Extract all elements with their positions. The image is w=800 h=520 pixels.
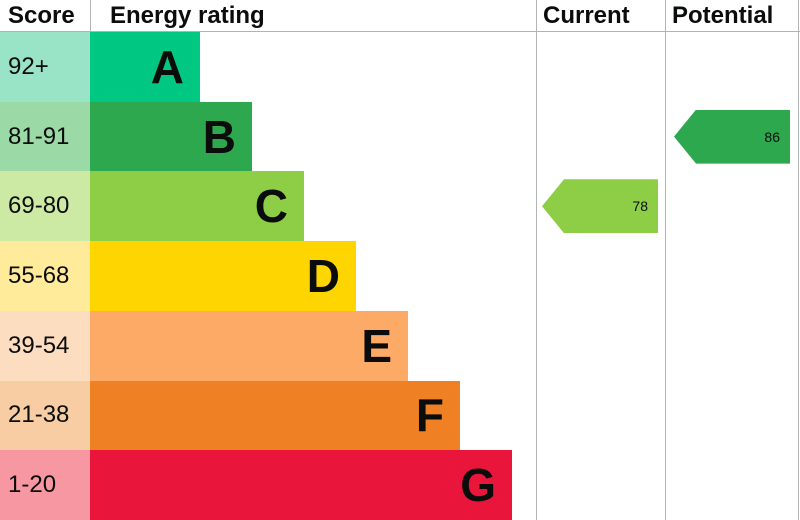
header-score-label: Score xyxy=(8,1,75,29)
current-pointer: 78 xyxy=(542,179,658,234)
header-potential-label: Potential xyxy=(672,1,774,29)
band-letter-b: B xyxy=(202,110,236,163)
potential-pointer: 86 xyxy=(674,109,790,164)
band-row-a: 92+ A xyxy=(0,32,536,102)
band-row-e: 39-54 E xyxy=(0,310,536,381)
potential-column-divider xyxy=(665,0,666,520)
score-column-divider xyxy=(90,0,91,31)
band-row-f: 21-38 F xyxy=(0,380,536,451)
band-bar-c: C xyxy=(90,171,304,242)
band-score-e: 39-54 xyxy=(0,310,90,381)
band-row-d: 55-68 D xyxy=(0,241,536,311)
band-letter-e: E xyxy=(361,319,392,372)
band-letter-a: A xyxy=(150,40,184,93)
band-letter-c: C xyxy=(254,180,288,233)
band-bar-g: G xyxy=(90,450,512,520)
band-bar-e: E xyxy=(90,310,408,381)
header-energy-rating-label: Energy rating xyxy=(110,1,265,29)
header-divider xyxy=(0,31,800,32)
band-score-g: 1-20 xyxy=(0,450,90,520)
current-value: 78 xyxy=(632,198,648,215)
band-bar-b: B xyxy=(90,101,252,172)
potential-value: 86 xyxy=(764,128,780,145)
band-letter-f: F xyxy=(415,389,444,442)
band-score-b: 81-91 xyxy=(0,101,90,172)
band-rows: 92+ A 81-91 B 69-80 C 55-68 D 39-54 xyxy=(0,32,536,520)
current-column-divider xyxy=(536,0,537,520)
band-score-d: 55-68 xyxy=(0,241,90,311)
band-score-a: 92+ xyxy=(0,32,90,102)
band-score-f: 21-38 xyxy=(0,380,90,451)
right-border xyxy=(798,0,799,520)
band-bar-f: F xyxy=(90,380,460,451)
band-bar-a: A xyxy=(90,32,200,102)
band-row-g: 1-20 G xyxy=(0,450,536,520)
band-bar-d: D xyxy=(90,241,356,311)
header-current-label: Current xyxy=(543,1,630,29)
band-score-c: 69-80 xyxy=(0,171,90,242)
band-letter-d: D xyxy=(306,250,340,303)
band-row-c: 69-80 C xyxy=(0,171,536,242)
band-row-b: 81-91 B xyxy=(0,101,536,172)
band-letter-g: G xyxy=(460,459,496,512)
